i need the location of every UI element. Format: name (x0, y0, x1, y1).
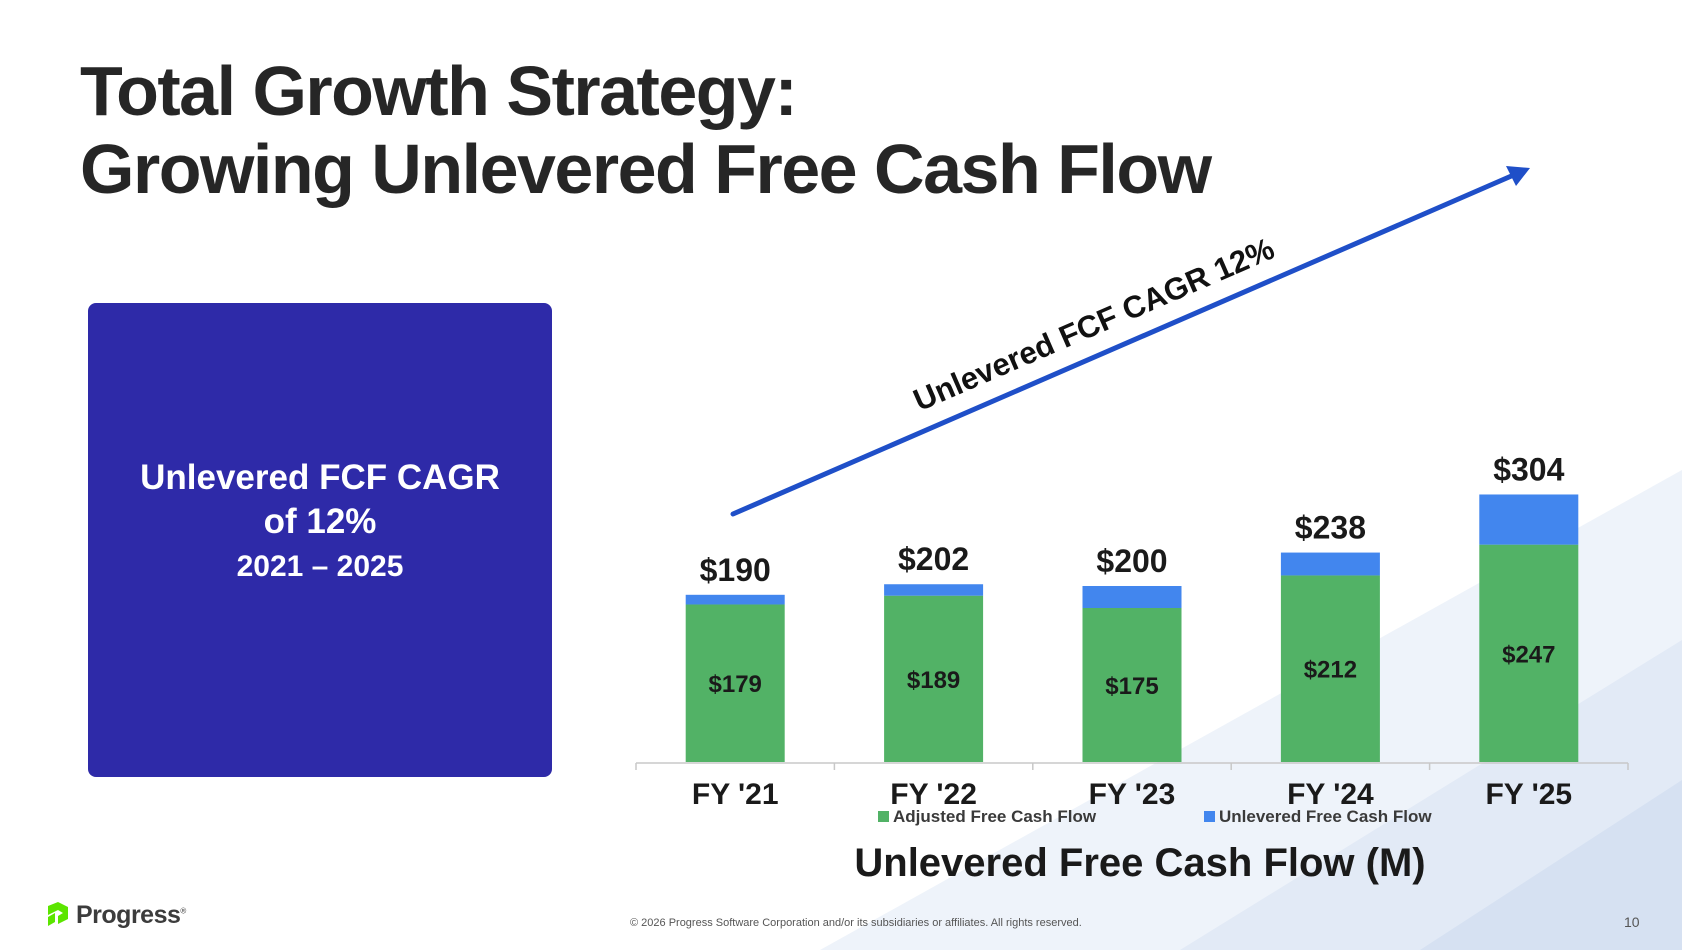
data-label-total: $238 (1295, 510, 1366, 546)
x-tick-label: FY '23 (1089, 778, 1176, 811)
cagr-callout-box: Unlevered FCF CAGR of 12% 2021 – 2025 (88, 303, 552, 777)
bar-unlevered-fcf (1280, 552, 1380, 576)
x-tick-label: FY '25 (1485, 778, 1572, 811)
slide-title: Total Growth Strategy: Growing Unlevered… (80, 52, 1212, 208)
bar-unlevered-fcf (1082, 586, 1182, 608)
legend-swatch (1204, 811, 1215, 822)
title-line-1: Total Growth Strategy: (80, 52, 798, 130)
cagr-arrowhead (1506, 166, 1530, 186)
title-line-2: Growing Unlevered Free Cash Flow (80, 130, 1212, 208)
x-axis-title: Unlevered Free Cash Flow (M) (854, 841, 1425, 885)
callout-line-1: Unlevered FCF CAGR (140, 458, 500, 497)
bar-adjusted-fcf (884, 595, 984, 762)
legend-swatch (878, 811, 889, 822)
cagr-arrow-line (730, 171, 1519, 517)
logo-text: Progress (76, 900, 181, 929)
bar-adjusted-fcf (1479, 544, 1579, 762)
data-label-adjusted: $179 (709, 671, 762, 698)
data-label-total: $190 (700, 552, 771, 588)
legend-label: Unlevered Free Cash Flow (1219, 807, 1432, 826)
page-number: 10 (1624, 914, 1640, 930)
x-tick-label: FY '21 (692, 778, 779, 811)
bar-unlevered-fcf (685, 594, 785, 605)
bar-adjusted-fcf (685, 604, 785, 762)
callout-line-2: of 12% (263, 502, 377, 541)
data-label-adjusted: $175 (1105, 673, 1158, 700)
bar-adjusted-fcf (1280, 575, 1380, 762)
data-label-total: $202 (898, 541, 969, 577)
copyright-notice: © 2026 Progress Software Corporation and… (630, 917, 1082, 929)
registered-mark: ® (180, 906, 186, 916)
data-label-adjusted: $247 (1502, 641, 1555, 668)
data-label-total: $200 (1096, 543, 1167, 579)
progress-wordmark: Progress® (76, 901, 186, 930)
bar-unlevered-fcf (884, 584, 984, 596)
x-tick-label: FY '24 (1287, 778, 1374, 811)
legend-label: Adjusted Free Cash Flow (893, 807, 1097, 826)
bar-unlevered-fcf (1479, 494, 1579, 545)
data-label-adjusted: $212 (1304, 657, 1357, 684)
progress-logo: Progress® (46, 900, 186, 930)
cagr-annotation: Unlevered FCF CAGR 12% (908, 231, 1279, 418)
bar-adjusted-fcf (1082, 608, 1182, 762)
progress-logo-icon (48, 902, 68, 926)
x-tick-label: FY '22 (890, 778, 977, 811)
callout-line-3: 2021 – 2025 (236, 550, 404, 583)
data-label-total: $304 (1493, 451, 1564, 487)
data-label-adjusted: $189 (907, 667, 960, 694)
callout-text: Unlevered FCF CAGR of 12% 2021 – 2025 (140, 456, 500, 588)
